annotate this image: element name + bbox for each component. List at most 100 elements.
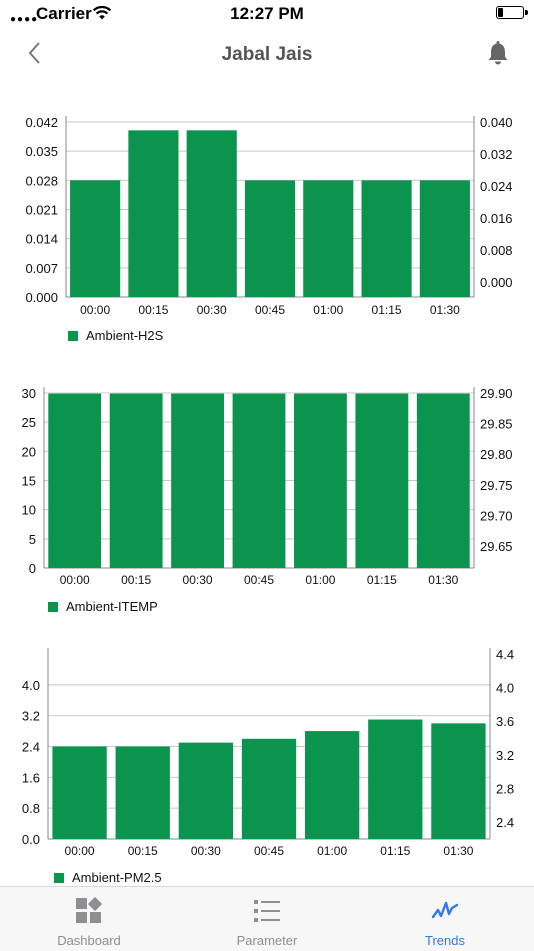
- battery-icon: [496, 6, 528, 19]
- left-tick-label: 2.4: [22, 740, 40, 755]
- right-tick-label: 4.0: [496, 681, 514, 696]
- legend-swatch: [54, 872, 64, 883]
- legend-swatch: [48, 601, 58, 612]
- legend-label: Ambient-H2S: [86, 328, 164, 343]
- bar: [244, 180, 296, 297]
- bar: [109, 393, 163, 568]
- right-tick-label: 3.6: [496, 714, 514, 729]
- bar: [303, 180, 354, 297]
- right-tick-label: 29.90: [480, 386, 513, 401]
- right-tick-label: 29.85: [480, 417, 513, 432]
- category-label: 01:15: [380, 844, 410, 858]
- right-tick-label: 3.2: [496, 748, 514, 763]
- right-tick-label: 0.008: [480, 243, 513, 258]
- left-tick-label: 0.007: [25, 261, 58, 276]
- signal-dots-icon: ●●●●: [10, 14, 39, 25]
- navigation-bar: Jabal Jais: [0, 28, 534, 82]
- pm25-chart: 4.0 3.2 2.4 1.6 0.8 0.0 4.4 4.0 3.6 3.2 2.8 2.4 00:0…: [0, 640, 534, 886]
- right-tick-label: 0.040: [480, 115, 513, 130]
- h2s-chart: 0.042 0.035 0.028 0.021 0.014 0.007 0.000 0.040…: [0, 95, 534, 355]
- left-tick-label: 10: [22, 503, 36, 518]
- category-label: 00:15: [128, 844, 158, 858]
- right-tick-label: 29.70: [480, 508, 513, 523]
- itemp-chart: 30 25 20 15 10 5 0 29.90 29.85 29.80 29.75 29.70 29.…: [0, 370, 534, 620]
- itemp-chart-plot: 30 25 20 15 10 5 0 29.90 29.85 29.80 29.75 29.70 29.…: [22, 386, 513, 587]
- bar: [355, 393, 409, 568]
- category-label: 00:00: [65, 844, 95, 858]
- bar: [70, 180, 121, 297]
- category-label: 01:15: [372, 303, 402, 317]
- left-tick-label: 3.2: [22, 709, 40, 724]
- tab-trends[interactable]: Trends: [356, 887, 534, 951]
- list-icon: [253, 897, 281, 925]
- bar: [304, 731, 360, 839]
- left-tick-label: 0.014: [25, 232, 58, 247]
- left-tick-label: 0.028: [25, 173, 58, 188]
- trends-icon: [431, 897, 459, 925]
- chevron-left-icon[interactable]: [26, 40, 42, 71]
- legend-swatch: [68, 330, 78, 341]
- left-tick-label: 4.0: [22, 678, 40, 693]
- tab-label: Parameter: [236, 933, 298, 948]
- left-tick-label: 0.021: [25, 203, 58, 218]
- right-tick-label: 29.80: [480, 447, 513, 462]
- category-label: 01:00: [317, 844, 347, 858]
- bar: [232, 393, 286, 568]
- category-label: 00:45: [255, 303, 285, 317]
- bar: [294, 393, 347, 568]
- h2s-legend: Ambient-H2S: [68, 328, 163, 343]
- tab-dashboard[interactable]: Dashboard: [0, 887, 178, 951]
- category-label: 00:30: [183, 573, 213, 587]
- right-tick-label: 0.016: [480, 211, 513, 226]
- left-tick-label: 1.6: [22, 770, 40, 785]
- tab-label: Trends: [425, 933, 465, 948]
- bar: [52, 746, 107, 839]
- itemp-legend: Ambient-ITEMP: [48, 599, 158, 614]
- legend-label: Ambient-PM2.5: [72, 870, 162, 885]
- category-label: 00:15: [121, 573, 151, 587]
- bar: [419, 180, 470, 297]
- bar: [171, 393, 224, 568]
- bar: [186, 130, 237, 297]
- left-tick-label: 20: [22, 444, 36, 459]
- right-tick-label: 4.4: [496, 647, 514, 662]
- left-tick-label: 25: [22, 415, 36, 430]
- left-tick-label: 30: [22, 386, 36, 401]
- bar: [178, 742, 234, 839]
- status-bar: ●●●● Carrier 12:27 PM: [0, 0, 534, 28]
- carrier-label: Carrier: [36, 4, 92, 23]
- category-label: 01:30: [428, 573, 458, 587]
- category-label: 00:00: [60, 573, 90, 587]
- category-label: 01:15: [367, 573, 397, 587]
- h2s-chart-plot: 0.042 0.035 0.028 0.021 0.014 0.007 0.000 0.040…: [25, 115, 513, 317]
- pm25-chart-plot: 4.0 3.2 2.4 1.6 0.8 0.0 4.4 4.0 3.6 3.2 2.8 2.4 00:0…: [22, 647, 514, 858]
- right-tick-label: 2.4: [496, 815, 514, 830]
- category-label: 01:30: [443, 844, 473, 858]
- tab-parameter[interactable]: Parameter: [178, 887, 356, 951]
- left-tick-label: 0.0: [22, 832, 40, 847]
- bar: [48, 393, 102, 568]
- bar: [128, 130, 179, 297]
- category-label: 00:30: [191, 844, 221, 858]
- bar: [431, 723, 486, 839]
- category-label: 01:00: [313, 303, 343, 317]
- category-label: 00:45: [244, 573, 274, 587]
- bar: [361, 180, 412, 297]
- page-title: Jabal Jais: [221, 44, 313, 65]
- legend-label: Ambient-ITEMP: [66, 599, 158, 614]
- category-label: 01:30: [430, 303, 460, 317]
- bar: [115, 746, 170, 839]
- left-tick-label: 5: [29, 532, 36, 547]
- left-tick-label: 0.000: [25, 290, 58, 305]
- right-tick-label: 29.65: [480, 539, 513, 554]
- right-tick-label: 0.032: [480, 147, 513, 162]
- bar: [416, 393, 470, 568]
- bell-icon[interactable]: [486, 40, 510, 71]
- pm25-legend: Ambient-PM2.5: [54, 870, 162, 885]
- right-tick-label: 0.000: [480, 275, 513, 290]
- right-tick-label: 29.75: [480, 478, 513, 493]
- category-label: 01:00: [305, 573, 335, 587]
- dashboard-icon: [75, 896, 103, 925]
- category-label: 00:45: [254, 844, 284, 858]
- category-label: 00:30: [197, 303, 227, 317]
